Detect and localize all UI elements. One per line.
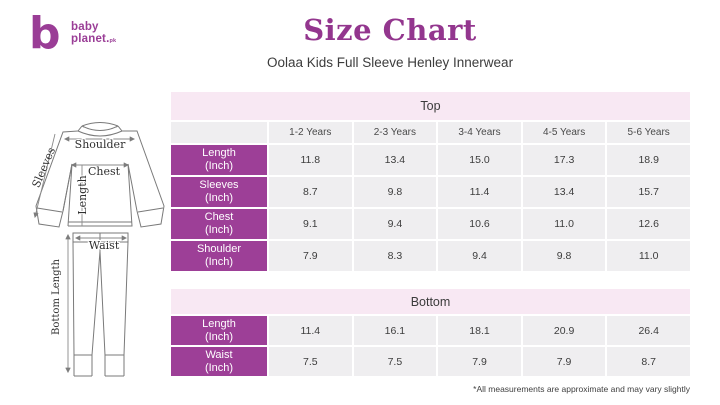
size-value-cell: 18.9 — [607, 145, 690, 175]
corner-cell — [171, 122, 267, 143]
brand-word-2: planet.pk — [71, 33, 117, 45]
size-value-cell: 17.3 — [522, 145, 606, 175]
year-column-header: 5-6 Years — [607, 122, 690, 143]
page-title: Size Chart — [303, 13, 477, 47]
year-column-header: 3-4 Years — [438, 122, 521, 143]
svg-text:♥: ♥ — [40, 32, 52, 47]
size-tables: Top 1-2 Years 2-3 Years 3-4 Years 4-5 Ye… — [171, 92, 690, 376]
size-value-cell: 11.4 — [269, 316, 352, 345]
size-value-cell: 7.5 — [353, 347, 437, 376]
size-value-cell: 11.4 — [438, 177, 521, 207]
waist-label: Waist — [89, 239, 120, 252]
measurement-label-cell: Waist (Inch) — [171, 347, 267, 376]
size-value-cell: 9.4 — [438, 241, 521, 271]
size-value-cell: 9.8 — [353, 177, 437, 207]
page-subtitle: Oolaa Kids Full Sleeve Henley Innerwear — [266, 55, 514, 70]
length-label: Length — [76, 175, 89, 214]
size-value-cell: 7.9 — [438, 347, 521, 376]
pants-measure-lines — [65, 233, 128, 374]
size-value-cell: 7.9 — [522, 347, 606, 376]
top-size-table: Top 1-2 Years 2-3 Years 3-4 Years 4-5 Ye… — [171, 92, 690, 271]
measurement-label-cell: Length (Inch) — [171, 316, 267, 345]
brand-suffix: pk — [109, 38, 117, 44]
bottom-length-label: Bottom Length — [51, 258, 62, 335]
brand-logo: b ♥ baby planet.pk — [30, 13, 116, 53]
size-value-cell: 7.5 — [269, 347, 352, 376]
svg-text:b: b — [30, 13, 61, 53]
size-value-cell: 11.0 — [522, 209, 606, 239]
pants-sketch — [72, 232, 129, 377]
year-column-header: 1-2 Years — [269, 122, 352, 143]
size-value-cell: 10.6 — [438, 209, 521, 239]
size-value-cell: 11.0 — [607, 241, 690, 271]
size-value-cell: 11.8 — [269, 145, 352, 175]
shirt-measure-lines — [33, 133, 136, 226]
brand-word-1: baby — [71, 20, 99, 33]
measurements-footnote: *All measurements are approximate and ma… — [473, 384, 690, 394]
chest-label: Chest — [88, 165, 121, 178]
size-value-cell: 13.4 — [353, 145, 437, 175]
bottom-size-table: Bottom Length (Inch) 11.4 16.1 18.1 20.9… — [171, 289, 690, 376]
measurement-label-cell: Length (Inch) — [171, 145, 267, 175]
size-value-cell: 15.0 — [438, 145, 521, 175]
garment-measurement-diagram: Shoulder Chest Length Sleeves Waist Bott… — [30, 122, 165, 377]
year-column-header: 4-5 Years — [522, 122, 606, 143]
sleeves-label: Sleeves — [30, 145, 59, 189]
top-section-header: Top — [171, 92, 690, 120]
size-value-cell: 12.6 — [607, 209, 690, 239]
size-value-cell: 8.3 — [353, 241, 437, 271]
measurement-label-cell: Chest (Inch) — [171, 209, 267, 239]
size-value-cell: 16.1 — [353, 316, 437, 345]
shoulder-label: Shoulder — [75, 138, 126, 151]
measurement-label-cell: Sleeves (Inch) — [171, 177, 267, 207]
year-column-header: 2-3 Years — [353, 122, 437, 143]
brand-logo-text: baby planet.pk — [71, 21, 116, 46]
shirt-sketch — [35, 122, 165, 228]
size-value-cell: 9.8 — [522, 241, 606, 271]
size-value-cell: 15.7 — [607, 177, 690, 207]
size-value-cell: 13.4 — [522, 177, 606, 207]
size-value-cell: 20.9 — [522, 316, 606, 345]
babyplanet-logo-icon: b ♥ — [30, 13, 61, 53]
measurement-label-cell: Shoulder (Inch) — [171, 241, 267, 271]
bottom-section-header: Bottom — [171, 289, 690, 314]
size-value-cell: 18.1 — [438, 316, 521, 345]
size-value-cell: 7.9 — [269, 241, 352, 271]
size-value-cell: 9.1 — [269, 209, 352, 239]
size-value-cell: 9.4 — [353, 209, 437, 239]
size-value-cell: 8.7 — [269, 177, 352, 207]
size-value-cell: 8.7 — [607, 347, 690, 376]
size-value-cell: 26.4 — [607, 316, 690, 345]
